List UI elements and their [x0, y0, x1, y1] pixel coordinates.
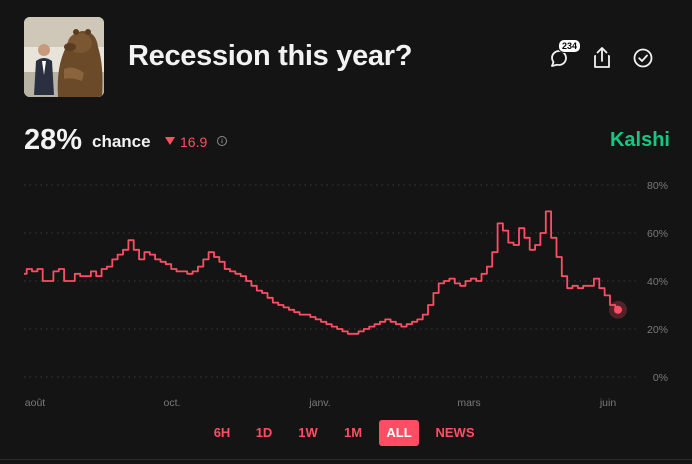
chance-label: chance [92, 132, 151, 151]
timeframe-tabs: 6H 1D 1W 1M ALL NEWS [0, 420, 692, 446]
x-tick-label: janv. [308, 397, 330, 409]
y-tick-label: 0% [653, 372, 668, 384]
probability-chart: 0% 20% 40% 60% 80% août oct. janv. mars juin [24, 180, 668, 409]
x-tick-label: mars [457, 397, 480, 409]
tab-news[interactable]: NEWS [435, 425, 475, 440]
y-tick-label: 60% [647, 228, 668, 240]
divider [0, 459, 692, 460]
x-tick-label: oct. [164, 397, 181, 409]
triangle-down-icon [165, 137, 175, 145]
info-icon[interactable] [216, 135, 228, 147]
check-circle-icon [633, 48, 653, 68]
comment-count-badge: 234 [558, 39, 582, 53]
comments-button[interactable]: 234 [546, 39, 582, 72]
tab-1m[interactable]: 1M [343, 425, 363, 440]
y-tick-label: 20% [647, 324, 668, 336]
tab-1d[interactable]: 1D [255, 425, 273, 440]
brand-logo[interactable]: Kalshi [609, 129, 670, 151]
y-tick-label: 80% [647, 180, 668, 192]
follow-button[interactable] [629, 44, 657, 72]
tab-1w[interactable]: 1W [298, 425, 318, 440]
tab-all[interactable]: ALL [379, 420, 419, 446]
y-tick-label: 40% [647, 276, 668, 288]
probability-value: 28% [24, 124, 83, 156]
market-thumbnail [24, 17, 104, 97]
x-tick-label: août [25, 397, 46, 409]
share-icon [594, 47, 610, 68]
comment-icon [551, 50, 567, 67]
share-button[interactable] [588, 44, 616, 72]
series-line [24, 210, 618, 335]
tab-6h[interactable]: 6H [213, 425, 231, 440]
last-point [614, 305, 622, 314]
x-tick-label: juin [599, 397, 617, 409]
change-value: 16.9 [180, 134, 208, 150]
market-title: Recession this year? [128, 40, 413, 72]
